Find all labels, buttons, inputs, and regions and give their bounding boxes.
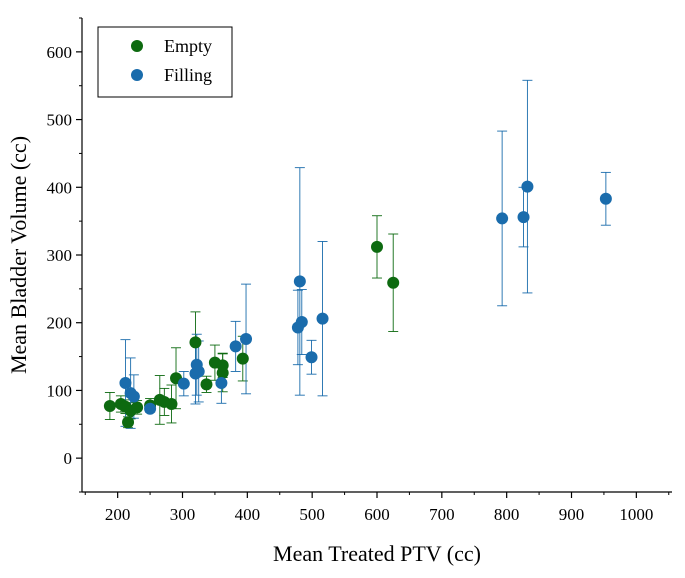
legend-marker-filling xyxy=(131,69,143,81)
point-filling xyxy=(293,275,306,288)
point-empty xyxy=(387,276,400,289)
point-empty xyxy=(200,378,213,391)
point-filling xyxy=(119,376,132,389)
x-tick-label: 900 xyxy=(559,505,585,524)
point-filling xyxy=(240,332,253,345)
x-tick-label: 700 xyxy=(429,505,455,524)
point-filling xyxy=(521,180,534,193)
y-tick-label: 500 xyxy=(47,111,73,130)
point-empty xyxy=(131,401,144,414)
point-empty xyxy=(122,416,135,429)
y-tick-label: 600 xyxy=(47,43,73,62)
y-axis-title: Mean Bladder Volume (cc) xyxy=(6,136,31,374)
point-filling xyxy=(295,316,308,329)
x-tick-label: 200 xyxy=(105,505,131,524)
point-filling xyxy=(127,390,140,403)
y-tick-label: 200 xyxy=(47,314,73,333)
point-empty xyxy=(103,400,116,413)
data-points xyxy=(103,180,612,429)
point-filling xyxy=(192,365,205,378)
point-filling xyxy=(144,402,157,415)
y-tick-label: 100 xyxy=(47,381,73,400)
y-ticks: 0 100 200 300 400 500 600 xyxy=(47,17,82,493)
point-filling xyxy=(177,377,190,390)
point-filling xyxy=(517,211,530,224)
point-filling xyxy=(599,192,612,205)
legend: Empty Filling xyxy=(97,26,233,98)
point-filling xyxy=(496,212,509,225)
x-tick-label: 800 xyxy=(494,505,520,524)
x-tick-label: 600 xyxy=(364,505,390,524)
legend-box xyxy=(97,26,233,98)
point-empty xyxy=(236,352,249,365)
point-filling xyxy=(316,312,329,325)
point-empty xyxy=(216,359,229,372)
point-filling xyxy=(229,340,242,353)
point-empty xyxy=(165,397,178,410)
legend-label-filling: Filling xyxy=(164,65,212,85)
y-tick-label: 300 xyxy=(47,246,73,265)
point-empty xyxy=(371,240,383,253)
point-filling xyxy=(305,351,318,364)
point-filling xyxy=(215,376,228,389)
legend-marker-empty xyxy=(131,40,143,52)
x-tick-label: 300 xyxy=(170,505,196,524)
x-tick-label: 400 xyxy=(235,505,261,524)
y-tick-label: 400 xyxy=(47,178,73,197)
legend-label-empty: Empty xyxy=(164,36,212,56)
y-tick-label: 0 xyxy=(64,449,73,468)
x-tick-label: 500 xyxy=(299,505,325,524)
x-axis-title: Mean Treated PTV (cc) xyxy=(273,541,481,566)
point-empty xyxy=(189,336,202,349)
x-tick-label: 1000 xyxy=(619,505,653,524)
x-ticks: 200 300 400 500 600 700 800 900 1000 xyxy=(84,492,670,524)
